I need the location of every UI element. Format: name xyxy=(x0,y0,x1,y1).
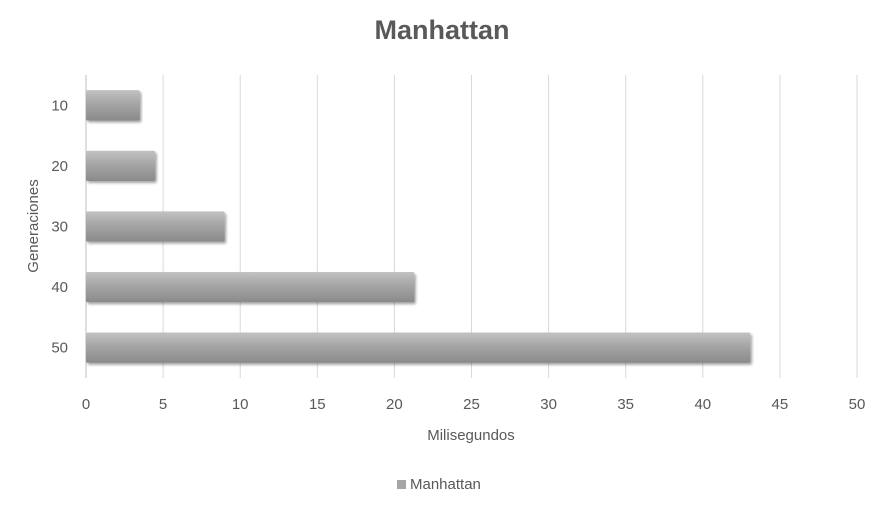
x-tick-labels: 0 5 10 15 20 25 30 35 40 45 50 xyxy=(82,396,866,413)
y-tick-label: 10 xyxy=(51,97,68,114)
x-tick-label: 30 xyxy=(540,396,557,413)
x-tick-label: 25 xyxy=(463,396,480,413)
y-tick-label: 20 xyxy=(51,158,68,175)
x-tick-label: 5 xyxy=(159,396,167,413)
bars xyxy=(86,90,751,363)
x-tick-label: 45 xyxy=(772,396,789,413)
x-tick-label: 15 xyxy=(309,396,326,413)
y-tick-labels: 10 20 30 40 50 xyxy=(51,97,68,356)
chart-title: Manhattan xyxy=(375,15,510,45)
y-tick-label: 50 xyxy=(51,340,68,357)
legend-swatch xyxy=(397,480,406,489)
bar-50 xyxy=(86,332,751,363)
gridlines xyxy=(85,75,858,378)
bar-30 xyxy=(86,211,225,242)
legend-label: Manhattan xyxy=(410,476,481,493)
bar-20 xyxy=(86,150,156,182)
x-tick-label: 20 xyxy=(386,396,403,413)
y-tick-label: 40 xyxy=(51,279,68,296)
bar-10 xyxy=(86,90,140,121)
x-tick-label: 40 xyxy=(694,396,711,413)
x-axis-label: Milisegundos xyxy=(427,427,515,444)
x-tick-label: 0 xyxy=(82,396,90,413)
bar-40 xyxy=(86,271,415,303)
x-tick-label: 35 xyxy=(617,396,634,413)
y-axis-label: Generaciones xyxy=(25,179,42,272)
y-tick-label: 30 xyxy=(51,219,68,236)
x-tick-label: 50 xyxy=(849,396,866,413)
x-tick-label: 10 xyxy=(232,396,249,413)
legend: Manhattan xyxy=(397,476,481,493)
